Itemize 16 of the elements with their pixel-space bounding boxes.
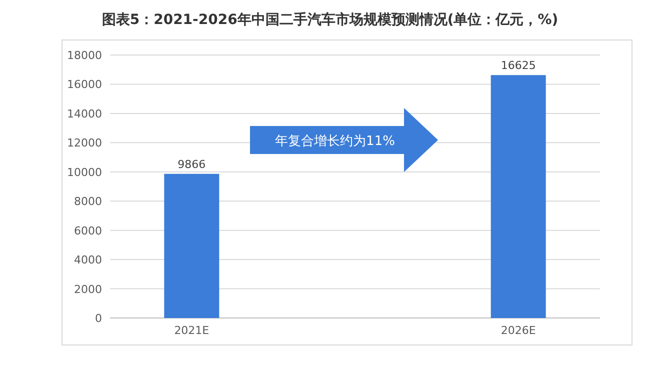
- chart-title: 图表5：2021-2026年中国二手汽车市场规模预测情况(单位：亿元，%): [102, 11, 558, 28]
- y-tick-label: 18000: [67, 49, 102, 62]
- annotation: 年复合增长约为11%: [275, 134, 395, 149]
- y-tick-label: 12000: [67, 136, 102, 150]
- y-tick-label: 4000: [74, 254, 102, 267]
- y-tick-label: 8000: [74, 195, 102, 208]
- y-tick-label: 10000: [67, 166, 102, 179]
- y-tick-label: 6000: [74, 224, 102, 238]
- y-tick-label: 2000: [74, 282, 102, 296]
- y-tick-label: 14000: [67, 107, 102, 120]
- y-tick-label: 0: [95, 312, 102, 325]
- x-tick-label: 2026E: [500, 324, 536, 337]
- y-tick-label: 16000: [67, 78, 102, 92]
- x-tick-label: 2021E: [174, 324, 210, 337]
- data-label: 16625: [500, 59, 536, 72]
- data-label: 9866: [178, 158, 206, 171]
